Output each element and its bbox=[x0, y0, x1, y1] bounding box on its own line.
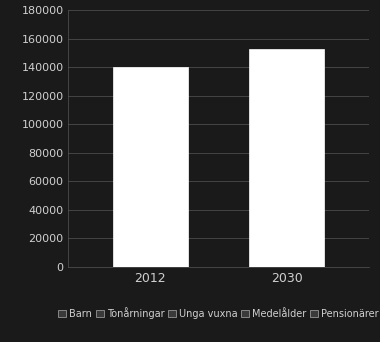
Legend: Barn, Tonårningar, Unga vuxna, Medelålder, Pensionärer: Barn, Tonårningar, Unga vuxna, Medelålde… bbox=[57, 305, 380, 321]
Bar bbox=[113, 67, 188, 267]
Bar bbox=[249, 49, 324, 267]
